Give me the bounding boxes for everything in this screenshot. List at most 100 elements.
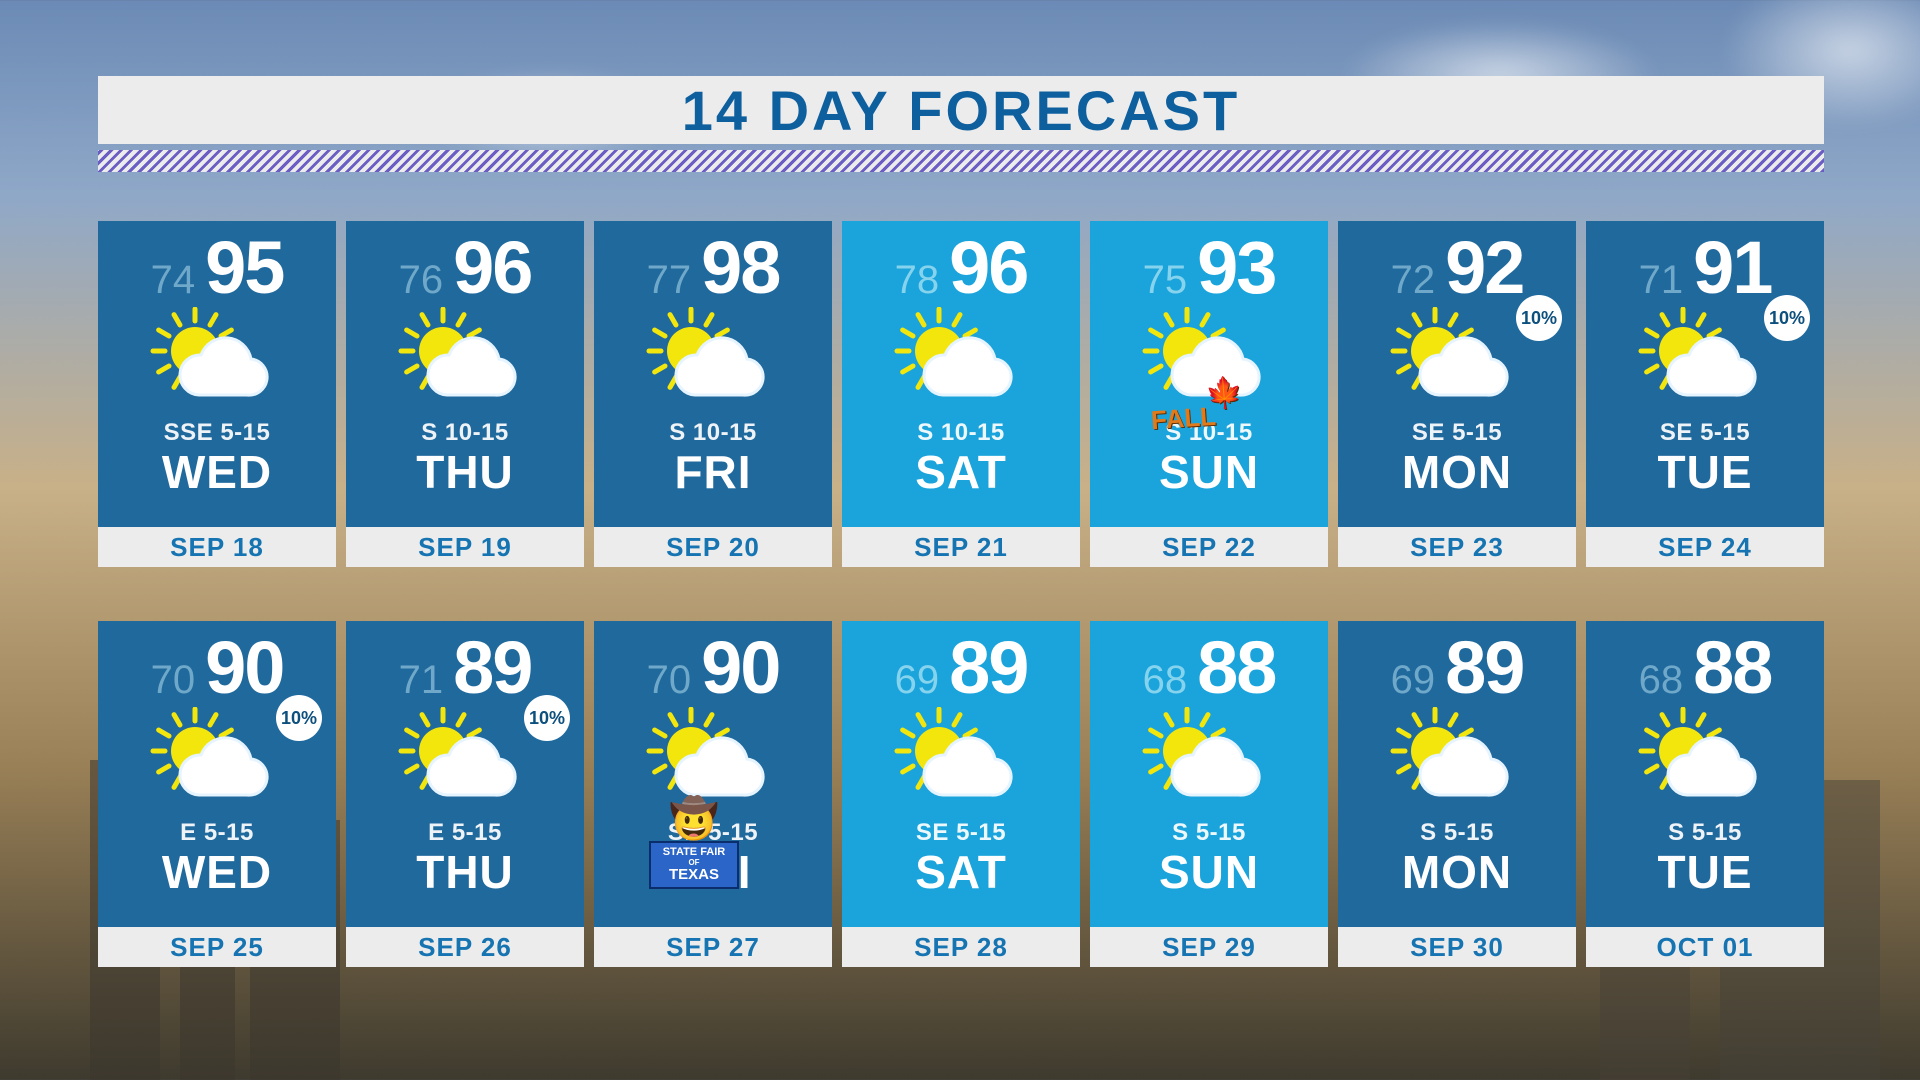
day-of-week: MON — [1402, 445, 1512, 499]
partly-cloudy-icon — [1635, 707, 1775, 817]
high-temp: 88 — [1693, 631, 1771, 705]
high-temp: 96 — [453, 231, 531, 305]
day-of-week: SAT — [915, 845, 1007, 899]
date-label: SEP 28 — [842, 927, 1080, 967]
cowboy-icon: 🤠 — [649, 799, 739, 839]
date-label: SEP 20 — [594, 527, 832, 567]
forecast-card: 75 93 FALL S 10-15 SUN SEP 22 — [1090, 221, 1328, 567]
date-label: SEP 30 — [1338, 927, 1576, 967]
date-label: SEP 27 — [594, 927, 832, 967]
high-temp: 91 — [1693, 231, 1771, 305]
low-temp: 71 — [399, 660, 444, 700]
low-temp: 68 — [1143, 660, 1188, 700]
day-of-week: WED — [162, 445, 272, 499]
partly-cloudy-icon — [1635, 307, 1775, 417]
high-temp: 95 — [205, 231, 283, 305]
date-label: SEP 21 — [842, 527, 1080, 567]
wind-text: S 10-15 — [917, 419, 1005, 447]
date-label: SEP 18 — [98, 527, 336, 567]
high-temp: 90 — [701, 631, 779, 705]
forecast-card: 76 96 S 10-15 THU SEP 19 — [346, 221, 584, 567]
wind-text: E 5-15 — [180, 819, 254, 847]
high-temp: 98 — [701, 231, 779, 305]
date-label: SEP 25 — [98, 927, 336, 967]
forecast-card: 74 95 SSE 5-15 WED SEP 18 — [98, 221, 336, 567]
low-temp: 69 — [1391, 660, 1436, 700]
partly-cloudy-icon — [891, 307, 1031, 417]
day-of-week: WED — [162, 845, 272, 899]
wind-text: SE 5-15 — [1660, 419, 1750, 447]
low-temp: 68 — [1639, 660, 1684, 700]
forecast-card: 71 89 10% E 5-15 THU SEP 26 — [346, 621, 584, 967]
date-label: SEP 26 — [346, 927, 584, 967]
forecast-card: 68 88 S 5-15 SUN SEP 29 — [1090, 621, 1328, 967]
wind-text: SE 5-15 — [916, 819, 1006, 847]
date-label: SEP 22 — [1090, 527, 1328, 567]
wind-text: S 5-15 — [1172, 819, 1246, 847]
wind-text: SSE 5-15 — [164, 419, 271, 447]
date-label: SEP 24 — [1586, 527, 1824, 567]
partly-cloudy-icon — [147, 307, 287, 417]
day-of-week: TUE — [1658, 845, 1753, 899]
forecast-card: 69 89 S 5-15 MON SEP 30 — [1338, 621, 1576, 967]
forecast-grid: 74 95 SSE 5-15 WED SEP 18 76 96 — [98, 221, 1824, 967]
day-of-week: FRI — [674, 445, 751, 499]
date-label: OCT 01 — [1586, 927, 1824, 967]
wind-text: S 10-15 — [669, 419, 757, 447]
low-temp: 78 — [895, 260, 940, 300]
state-fair-badge: 🤠 STATE FAIR OF TEXAS — [649, 799, 739, 889]
day-of-week: SUN — [1159, 845, 1259, 899]
forecast-card: 78 96 S 10-15 SAT SEP 21 — [842, 221, 1080, 567]
low-temp: 71 — [1639, 260, 1684, 300]
day-of-week: THU — [416, 445, 514, 499]
high-temp: 93 — [1197, 231, 1275, 305]
forecast-card: 70 90 10% E 5-15 WED SEP 25 — [98, 621, 336, 967]
low-temp: 76 — [399, 260, 444, 300]
high-temp: 96 — [949, 231, 1027, 305]
wind-text: S 5-15 — [1420, 819, 1494, 847]
low-temp: 77 — [647, 260, 692, 300]
forecast-card: 70 90 🤠 STATE FAIR OF TEXAS — [594, 621, 832, 967]
forecast-title: 14 DAY FORECAST — [682, 78, 1241, 143]
high-temp: 89 — [1445, 631, 1523, 705]
low-temp: 74 — [151, 260, 196, 300]
high-temp: 89 — [453, 631, 531, 705]
forecast-card: 71 91 10% SE 5-15 TUE SEP 24 — [1586, 221, 1824, 567]
partly-cloudy-icon — [891, 707, 1031, 817]
forecast-card: 72 92 10% SE 5-15 MON SEP 23 — [1338, 221, 1576, 567]
state-fair-texas: TEXAS — [655, 867, 733, 883]
forecast-card: 77 98 S 10-15 FRI SEP 20 — [594, 221, 832, 567]
partly-cloudy-icon — [395, 707, 535, 817]
forecast-card: 69 89 SE 5-15 SAT SEP 28 — [842, 621, 1080, 967]
wind-text: S 10-15 — [421, 419, 509, 447]
partly-cloudy-icon — [643, 307, 783, 417]
partly-cloudy-icon — [147, 707, 287, 817]
partly-cloudy-icon — [1387, 707, 1527, 817]
partly-cloudy-icon — [1139, 707, 1279, 817]
state-fair-line1: STATE FAIR — [663, 846, 726, 858]
day-of-week: SUN — [1159, 445, 1259, 499]
day-of-week: SAT — [915, 445, 1007, 499]
date-label: SEP 19 — [346, 527, 584, 567]
wind-text: E 5-15 — [428, 819, 502, 847]
fall-badge: FALL — [1150, 401, 1217, 436]
wind-text: SE 5-15 — [1412, 419, 1502, 447]
high-temp: 88 — [1197, 631, 1275, 705]
date-label: SEP 29 — [1090, 927, 1328, 967]
title-hatch — [98, 150, 1824, 172]
low-temp: 70 — [151, 660, 196, 700]
wind-text: S 5-15 — [1668, 819, 1742, 847]
high-temp: 90 — [205, 631, 283, 705]
partly-cloudy-icon — [1387, 307, 1527, 417]
high-temp: 92 — [1445, 231, 1523, 305]
title-bar: 14 DAY FORECAST — [98, 76, 1824, 144]
low-temp: 70 — [647, 660, 692, 700]
day-of-week: TUE — [1658, 445, 1753, 499]
day-of-week: MON — [1402, 845, 1512, 899]
day-of-week: THU — [416, 845, 514, 899]
low-temp: 75 — [1143, 260, 1188, 300]
low-temp: 72 — [1391, 260, 1436, 300]
forecast-card: 68 88 S 5-15 TUE OCT 01 — [1586, 621, 1824, 967]
high-temp: 89 — [949, 631, 1027, 705]
partly-cloudy-icon — [395, 307, 535, 417]
